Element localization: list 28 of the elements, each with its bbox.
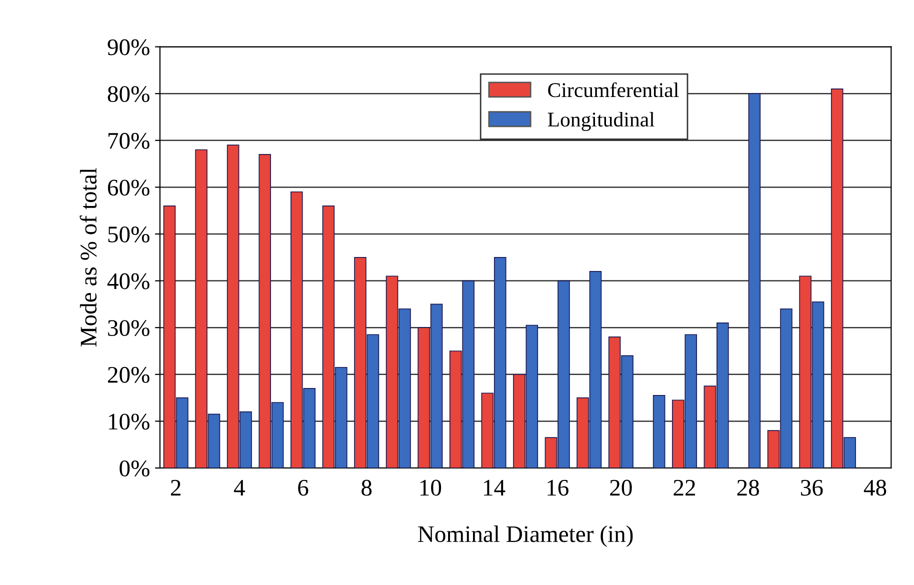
x-tick-label: 48 <box>864 480 886 496</box>
x-tick-label: 10 <box>420 480 442 496</box>
y-tick-label: 70% <box>108 132 150 149</box>
y-tick-label: 40% <box>107 273 150 290</box>
y-tick-label: 20% <box>108 366 150 383</box>
x-tick-label: 36 <box>800 480 823 496</box>
legend-label: Longitudinal <box>548 112 654 131</box>
x-tick-label: 6 <box>298 480 308 496</box>
x-axis-title: Nominal Diameter (in) <box>418 526 633 547</box>
y-tick-label: 60% <box>108 180 150 196</box>
y-tick-label: 30% <box>108 320 150 336</box>
y-tick-label: 90% <box>108 39 150 56</box>
x-tick-label: 28 <box>737 480 759 496</box>
x-tick-label: 16 <box>548 480 568 496</box>
x-tick-label: 22 <box>674 480 696 496</box>
x-tick-label: 8 <box>362 480 372 496</box>
y-tick-label: 50% <box>108 226 150 242</box>
bar <box>652 395 666 468</box>
y-axis-title: Mode as % of total <box>80 168 97 347</box>
x-tick-label: 4 <box>234 480 245 496</box>
y-tick-label: 80% <box>108 86 150 102</box>
x-tick-label: 20 <box>610 480 632 496</box>
y-tick-label: 10% <box>109 414 150 430</box>
y-tick-label: 0% <box>120 460 150 476</box>
x-tick-label: 2 <box>170 480 180 496</box>
bar <box>748 93 761 468</box>
x-tick-label: 14 <box>484 480 506 496</box>
legend-label: Circumferential <box>548 82 679 98</box>
